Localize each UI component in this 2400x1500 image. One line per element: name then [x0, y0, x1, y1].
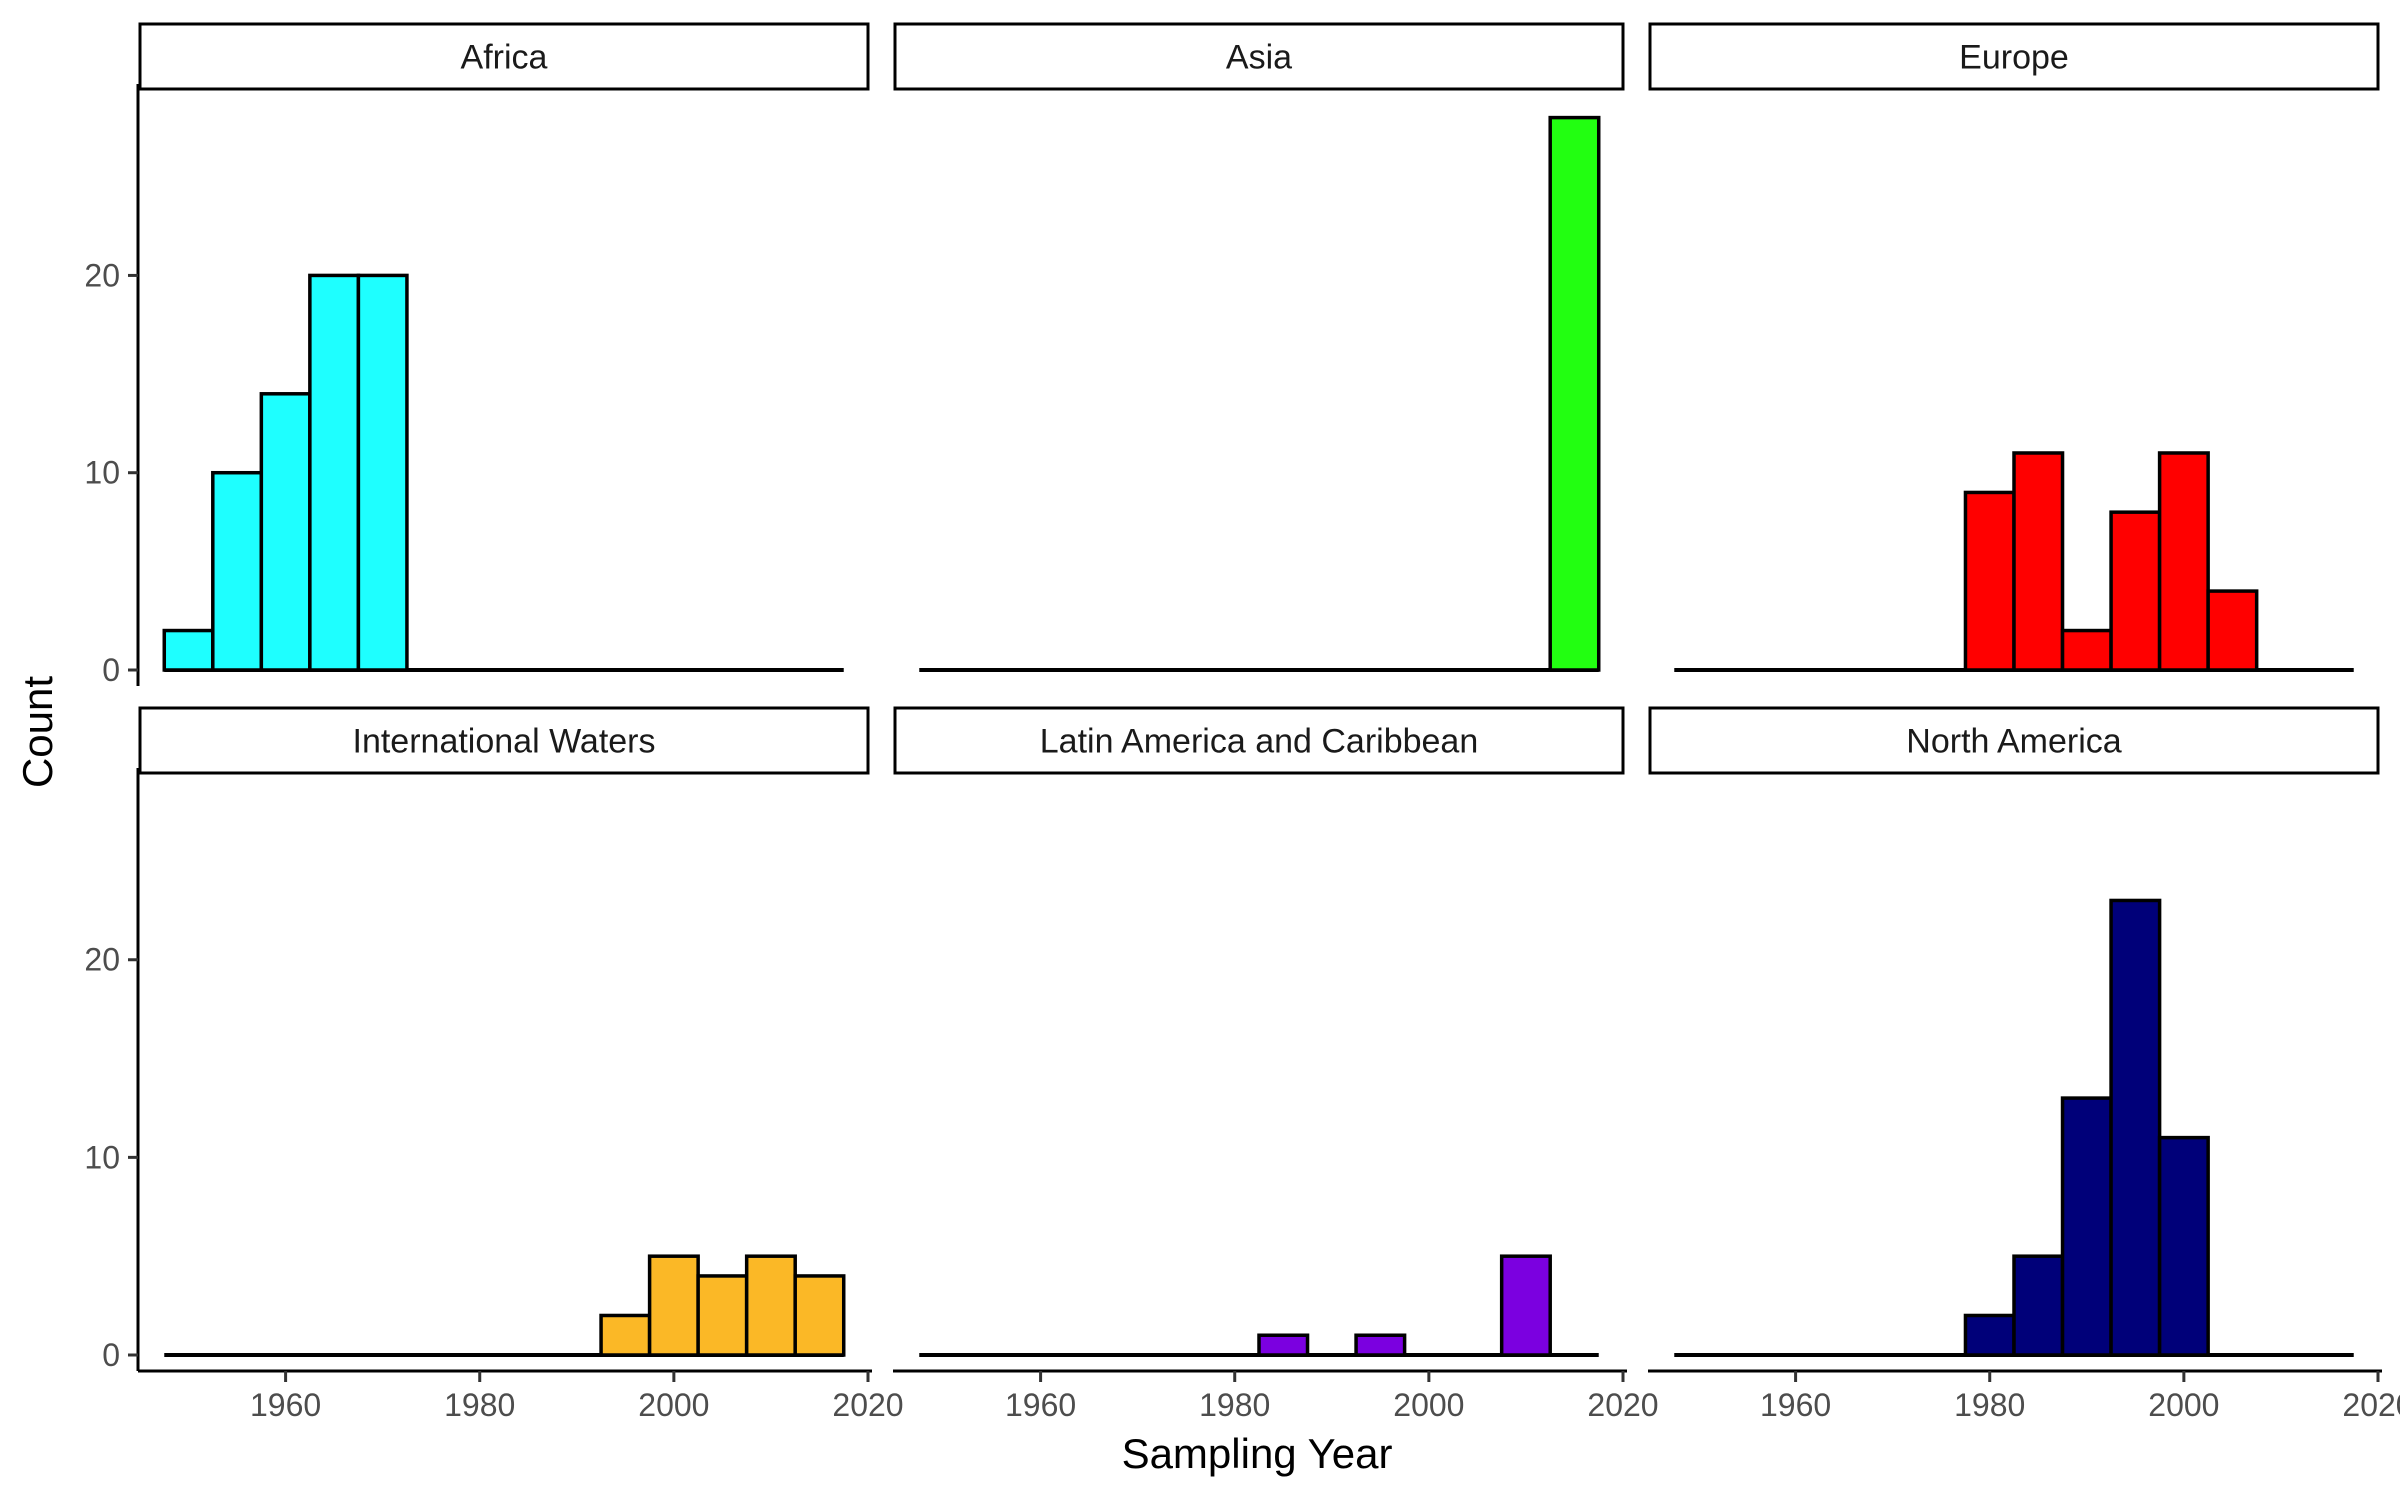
- y-tick-label: 20: [84, 257, 120, 293]
- facet-north-america: North America: [1648, 706, 2380, 1357]
- histogram-bar: [599, 1313, 652, 1357]
- histogram-bar: [1354, 1333, 1407, 1357]
- facet-panels: Africa Asia Europe International Waters Lati…: [138, 22, 2380, 1357]
- x-tick-label: 2000: [1393, 1387, 1464, 1423]
- x-axis-title: Sampling Year: [1122, 1430, 1393, 1477]
- x-tick-label: 1960: [1760, 1387, 1831, 1423]
- x-tick-label: 1980: [1199, 1387, 1270, 1423]
- facet-europe: Europe: [1648, 22, 2380, 672]
- histogram-bar: [2012, 451, 2065, 672]
- histogram-bar: [2060, 1096, 2113, 1357]
- histogram-bar: [793, 1274, 846, 1357]
- x-axes: 1960 1980 2000 2020 1960 1980 2000 2020 1960 1980…: [138, 1369, 2400, 1423]
- facet-strip-label: Latin America and Caribbean: [1040, 723, 1479, 761]
- histogram-bar: [2206, 589, 2259, 672]
- x-tick-label: 2020: [2342, 1387, 2400, 1423]
- facet-strip-label: North America: [1906, 723, 2121, 761]
- y-axis-row-2: 0 10 20: [84, 768, 140, 1373]
- histogram-bar: [2109, 510, 2162, 672]
- facet-strip-asia: [893, 22, 1625, 91]
- histogram-bar: [1963, 1313, 2016, 1357]
- histogram-bar: [2157, 1135, 2210, 1357]
- y-tick-label: 20: [84, 942, 120, 978]
- histogram-bar: [356, 273, 409, 672]
- x-axis-latin-america-and-caribbean: 1960 1980 2000 2020: [893, 1369, 1659, 1423]
- histogram-bar: [2012, 1254, 2065, 1357]
- x-tick-label: 2020: [1587, 1387, 1658, 1423]
- facet-strip-label: Asia: [1226, 39, 1292, 77]
- facet-asia: Asia: [893, 22, 1625, 672]
- y-tick-label: 10: [84, 1139, 120, 1175]
- facet-strip-north-america: [1648, 706, 2380, 775]
- facet-strip-africa: [138, 22, 870, 91]
- histogram-bar: [2060, 628, 2113, 672]
- x-tick-label: 1960: [1005, 1387, 1076, 1423]
- histogram-bar: [2109, 898, 2162, 1357]
- facet-international-waters: International Waters: [138, 706, 870, 1357]
- histogram-bar: [744, 1254, 797, 1357]
- facet-strip-international-waters: [138, 706, 870, 775]
- histogram-bar: [162, 628, 215, 672]
- facet-strip-latin-america-and-caribbean: [893, 706, 1625, 775]
- histogram-bar: [308, 273, 361, 672]
- x-axis-north-america: 1960 1980 2000 2020: [1648, 1369, 2400, 1423]
- histogram-bar: [2157, 451, 2210, 672]
- x-tick-label: 2020: [832, 1387, 903, 1423]
- facet-latin-america-and-caribbean: Latin America and Caribbean: [893, 706, 1625, 1357]
- x-axis-international-waters: 1960 1980 2000 2020: [138, 1369, 904, 1423]
- x-tick-label: 2000: [638, 1387, 709, 1423]
- histogram-bar: [1257, 1333, 1310, 1357]
- x-tick-label: 1960: [250, 1387, 321, 1423]
- histogram-bar: [1548, 115, 1601, 672]
- histogram-bar: [259, 392, 312, 672]
- facet-strip-europe: [1648, 22, 2380, 91]
- histogram-bar: [211, 470, 264, 672]
- facet-africa: Africa: [138, 22, 870, 672]
- x-tick-label: 1980: [1954, 1387, 2025, 1423]
- x-tick-label: 1980: [444, 1387, 515, 1423]
- y-axes: 0 10 20 0 10 20: [84, 84, 140, 1373]
- facet-strip-label: Africa: [461, 39, 548, 77]
- y-axis-row-1: 0 10 20: [84, 84, 140, 688]
- facet-strip-label: International Waters: [353, 723, 656, 761]
- y-tick-label: 10: [84, 455, 120, 491]
- x-tick-label: 2000: [2148, 1387, 2219, 1423]
- y-tick-label: 0: [102, 1337, 120, 1373]
- facet-strip-label: Europe: [1959, 39, 2069, 77]
- histogram-bar: [1963, 490, 2016, 672]
- histogram-bar: [1499, 1254, 1552, 1357]
- histogram-bar: [696, 1274, 749, 1357]
- y-tick-label: 0: [102, 652, 120, 688]
- y-axis-title: Count: [14, 676, 61, 788]
- histogram-bar: [647, 1254, 700, 1357]
